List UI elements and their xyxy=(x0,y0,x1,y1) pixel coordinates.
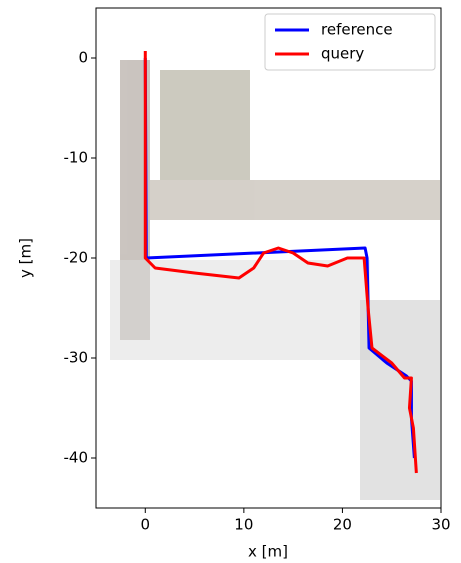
cloud-patch xyxy=(150,180,440,220)
x-tick-label: 0 xyxy=(141,516,151,534)
x-axis-label: x [m] xyxy=(248,543,288,561)
y-tick-label: -40 xyxy=(64,449,89,467)
x-tick-label: 10 xyxy=(234,516,253,534)
y-tick-label: -30 xyxy=(64,349,89,367)
cloud-patch xyxy=(160,70,250,190)
y-tick-label: -20 xyxy=(64,249,89,267)
y-tick-label: 0 xyxy=(78,49,88,67)
cloud-patch xyxy=(110,260,370,360)
cloud-patch xyxy=(360,300,440,500)
chart: x [m] y [m] 0 10 20 30 0 -10 -20 -30 -40 referenc… xyxy=(0,0,461,563)
y-tick-label: -10 xyxy=(64,149,89,167)
x-tick-label: 20 xyxy=(333,516,352,534)
legend-label: reference xyxy=(321,21,393,39)
point-cloud-background xyxy=(110,60,440,500)
legend-label: query xyxy=(321,45,364,63)
y-axis-label: y [m] xyxy=(17,238,35,278)
x-tick-label: 30 xyxy=(431,516,450,534)
